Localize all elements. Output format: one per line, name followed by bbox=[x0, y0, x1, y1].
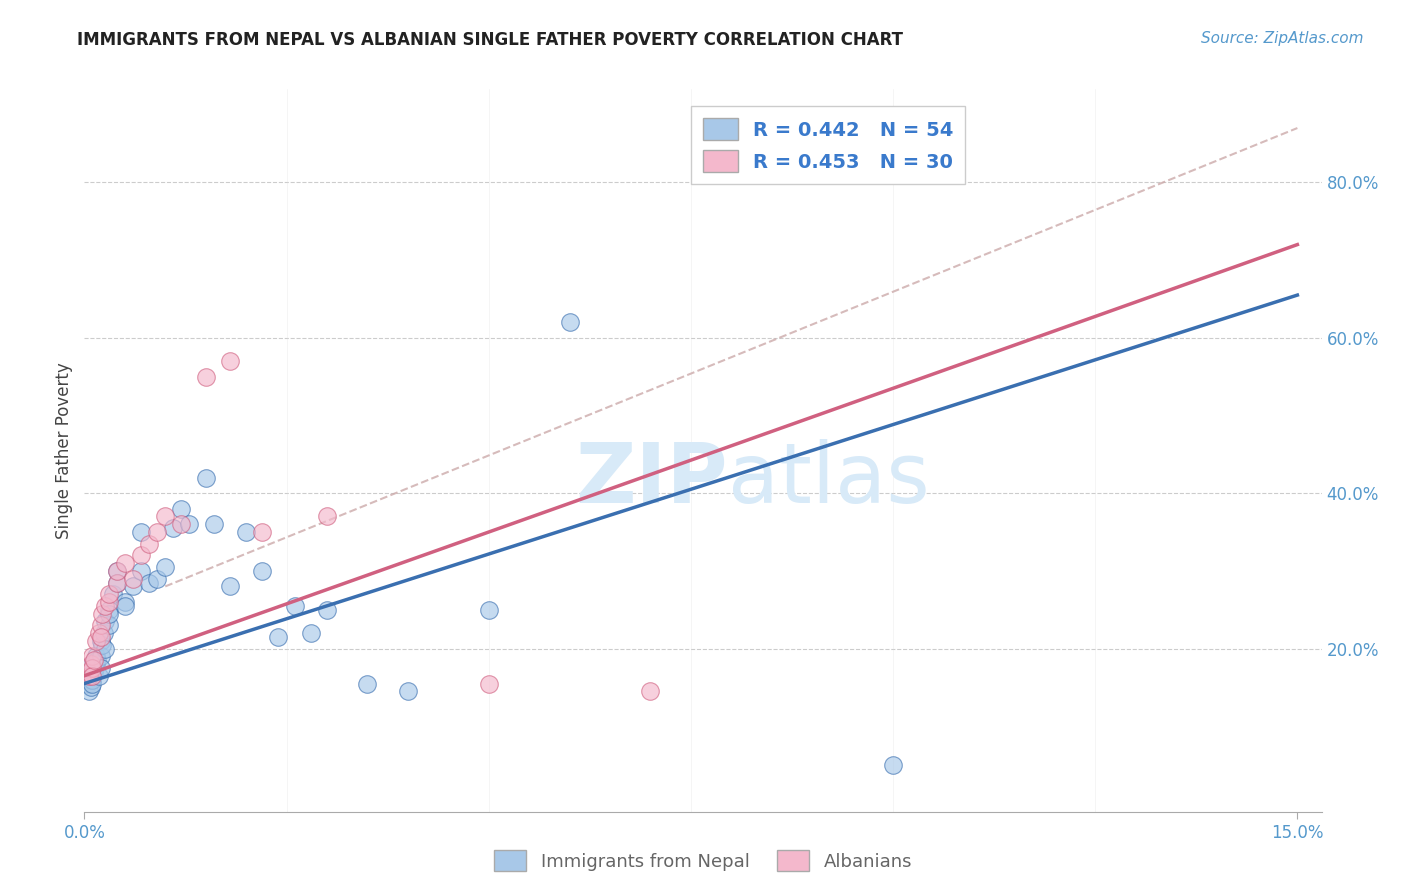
Legend: Immigrants from Nepal, Albanians: Immigrants from Nepal, Albanians bbox=[486, 843, 920, 879]
Point bbox=[97, 603, 120, 617]
Point bbox=[558, 315, 581, 329]
Point bbox=[129, 564, 152, 578]
Text: IMMIGRANTS FROM NEPAL VS ALBANIAN SINGLE FATHER POVERTY CORRELATION CHART: IMMIGRANTS FROM NEPAL VS ALBANIAN SINGLE… bbox=[77, 31, 903, 49]
Point bbox=[219, 579, 242, 593]
Point bbox=[97, 607, 120, 621]
Point bbox=[93, 626, 115, 640]
Point bbox=[97, 595, 120, 609]
Point bbox=[90, 649, 112, 664]
Point bbox=[82, 669, 104, 683]
Point bbox=[761, 168, 783, 182]
Point bbox=[162, 521, 184, 535]
Point bbox=[640, 684, 662, 698]
Point bbox=[316, 603, 339, 617]
Point bbox=[101, 587, 124, 601]
Point bbox=[97, 587, 120, 601]
Point bbox=[86, 653, 108, 667]
Point bbox=[316, 509, 339, 524]
Point bbox=[90, 661, 112, 675]
Point bbox=[80, 669, 103, 683]
Point bbox=[252, 524, 274, 539]
Point bbox=[194, 470, 217, 484]
Legend: R = 0.442   N = 54, R = 0.453   N = 30: R = 0.442 N = 54, R = 0.453 N = 30 bbox=[692, 106, 966, 184]
Point bbox=[284, 599, 307, 613]
Point bbox=[80, 657, 103, 672]
Point bbox=[83, 653, 105, 667]
Point bbox=[129, 549, 152, 563]
Point bbox=[90, 630, 112, 644]
Point bbox=[84, 657, 107, 672]
Point bbox=[76, 665, 98, 679]
Point bbox=[77, 684, 100, 698]
Point bbox=[87, 626, 110, 640]
Point bbox=[299, 626, 322, 640]
Y-axis label: Single Father Poverty: Single Father Poverty bbox=[55, 362, 73, 539]
Text: ZIP: ZIP bbox=[575, 439, 728, 520]
Point bbox=[114, 556, 136, 570]
Text: atlas: atlas bbox=[728, 439, 929, 520]
Point bbox=[155, 509, 177, 524]
Point bbox=[105, 575, 128, 590]
Point bbox=[82, 673, 104, 687]
Point bbox=[86, 633, 108, 648]
Point bbox=[219, 354, 242, 368]
Point bbox=[82, 649, 104, 664]
Point bbox=[114, 599, 136, 613]
Point bbox=[267, 630, 290, 644]
Point bbox=[882, 758, 904, 772]
Point bbox=[80, 681, 103, 695]
Point bbox=[82, 676, 104, 690]
Point bbox=[122, 572, 145, 586]
Point bbox=[93, 615, 115, 629]
Point bbox=[478, 676, 501, 690]
Point bbox=[478, 603, 501, 617]
Point bbox=[122, 579, 145, 593]
Point bbox=[82, 657, 104, 672]
Point bbox=[82, 661, 104, 675]
Point bbox=[155, 560, 177, 574]
Point bbox=[77, 673, 100, 687]
Point bbox=[235, 524, 257, 539]
Point bbox=[91, 607, 114, 621]
Point bbox=[87, 669, 110, 683]
Point bbox=[179, 517, 201, 532]
Point bbox=[105, 564, 128, 578]
Point bbox=[105, 575, 128, 590]
Point bbox=[356, 676, 378, 690]
Point bbox=[86, 649, 108, 664]
Point bbox=[94, 641, 117, 656]
Point bbox=[138, 575, 160, 590]
Point bbox=[97, 618, 120, 632]
Point bbox=[77, 669, 100, 683]
Point bbox=[83, 665, 105, 679]
Point bbox=[91, 638, 114, 652]
Point bbox=[146, 572, 169, 586]
Point bbox=[105, 564, 128, 578]
Point bbox=[114, 595, 136, 609]
Point bbox=[396, 684, 419, 698]
Point bbox=[194, 369, 217, 384]
Point bbox=[90, 633, 112, 648]
Point bbox=[252, 564, 274, 578]
Point bbox=[170, 501, 193, 516]
Text: Source: ZipAtlas.com: Source: ZipAtlas.com bbox=[1201, 31, 1364, 46]
Point bbox=[202, 517, 225, 532]
Point bbox=[83, 661, 105, 675]
Point bbox=[90, 618, 112, 632]
Point bbox=[129, 524, 152, 539]
Point bbox=[93, 599, 115, 613]
Point bbox=[146, 524, 169, 539]
Point bbox=[138, 537, 160, 551]
Point bbox=[170, 517, 193, 532]
Point bbox=[76, 676, 98, 690]
Point bbox=[79, 665, 101, 679]
